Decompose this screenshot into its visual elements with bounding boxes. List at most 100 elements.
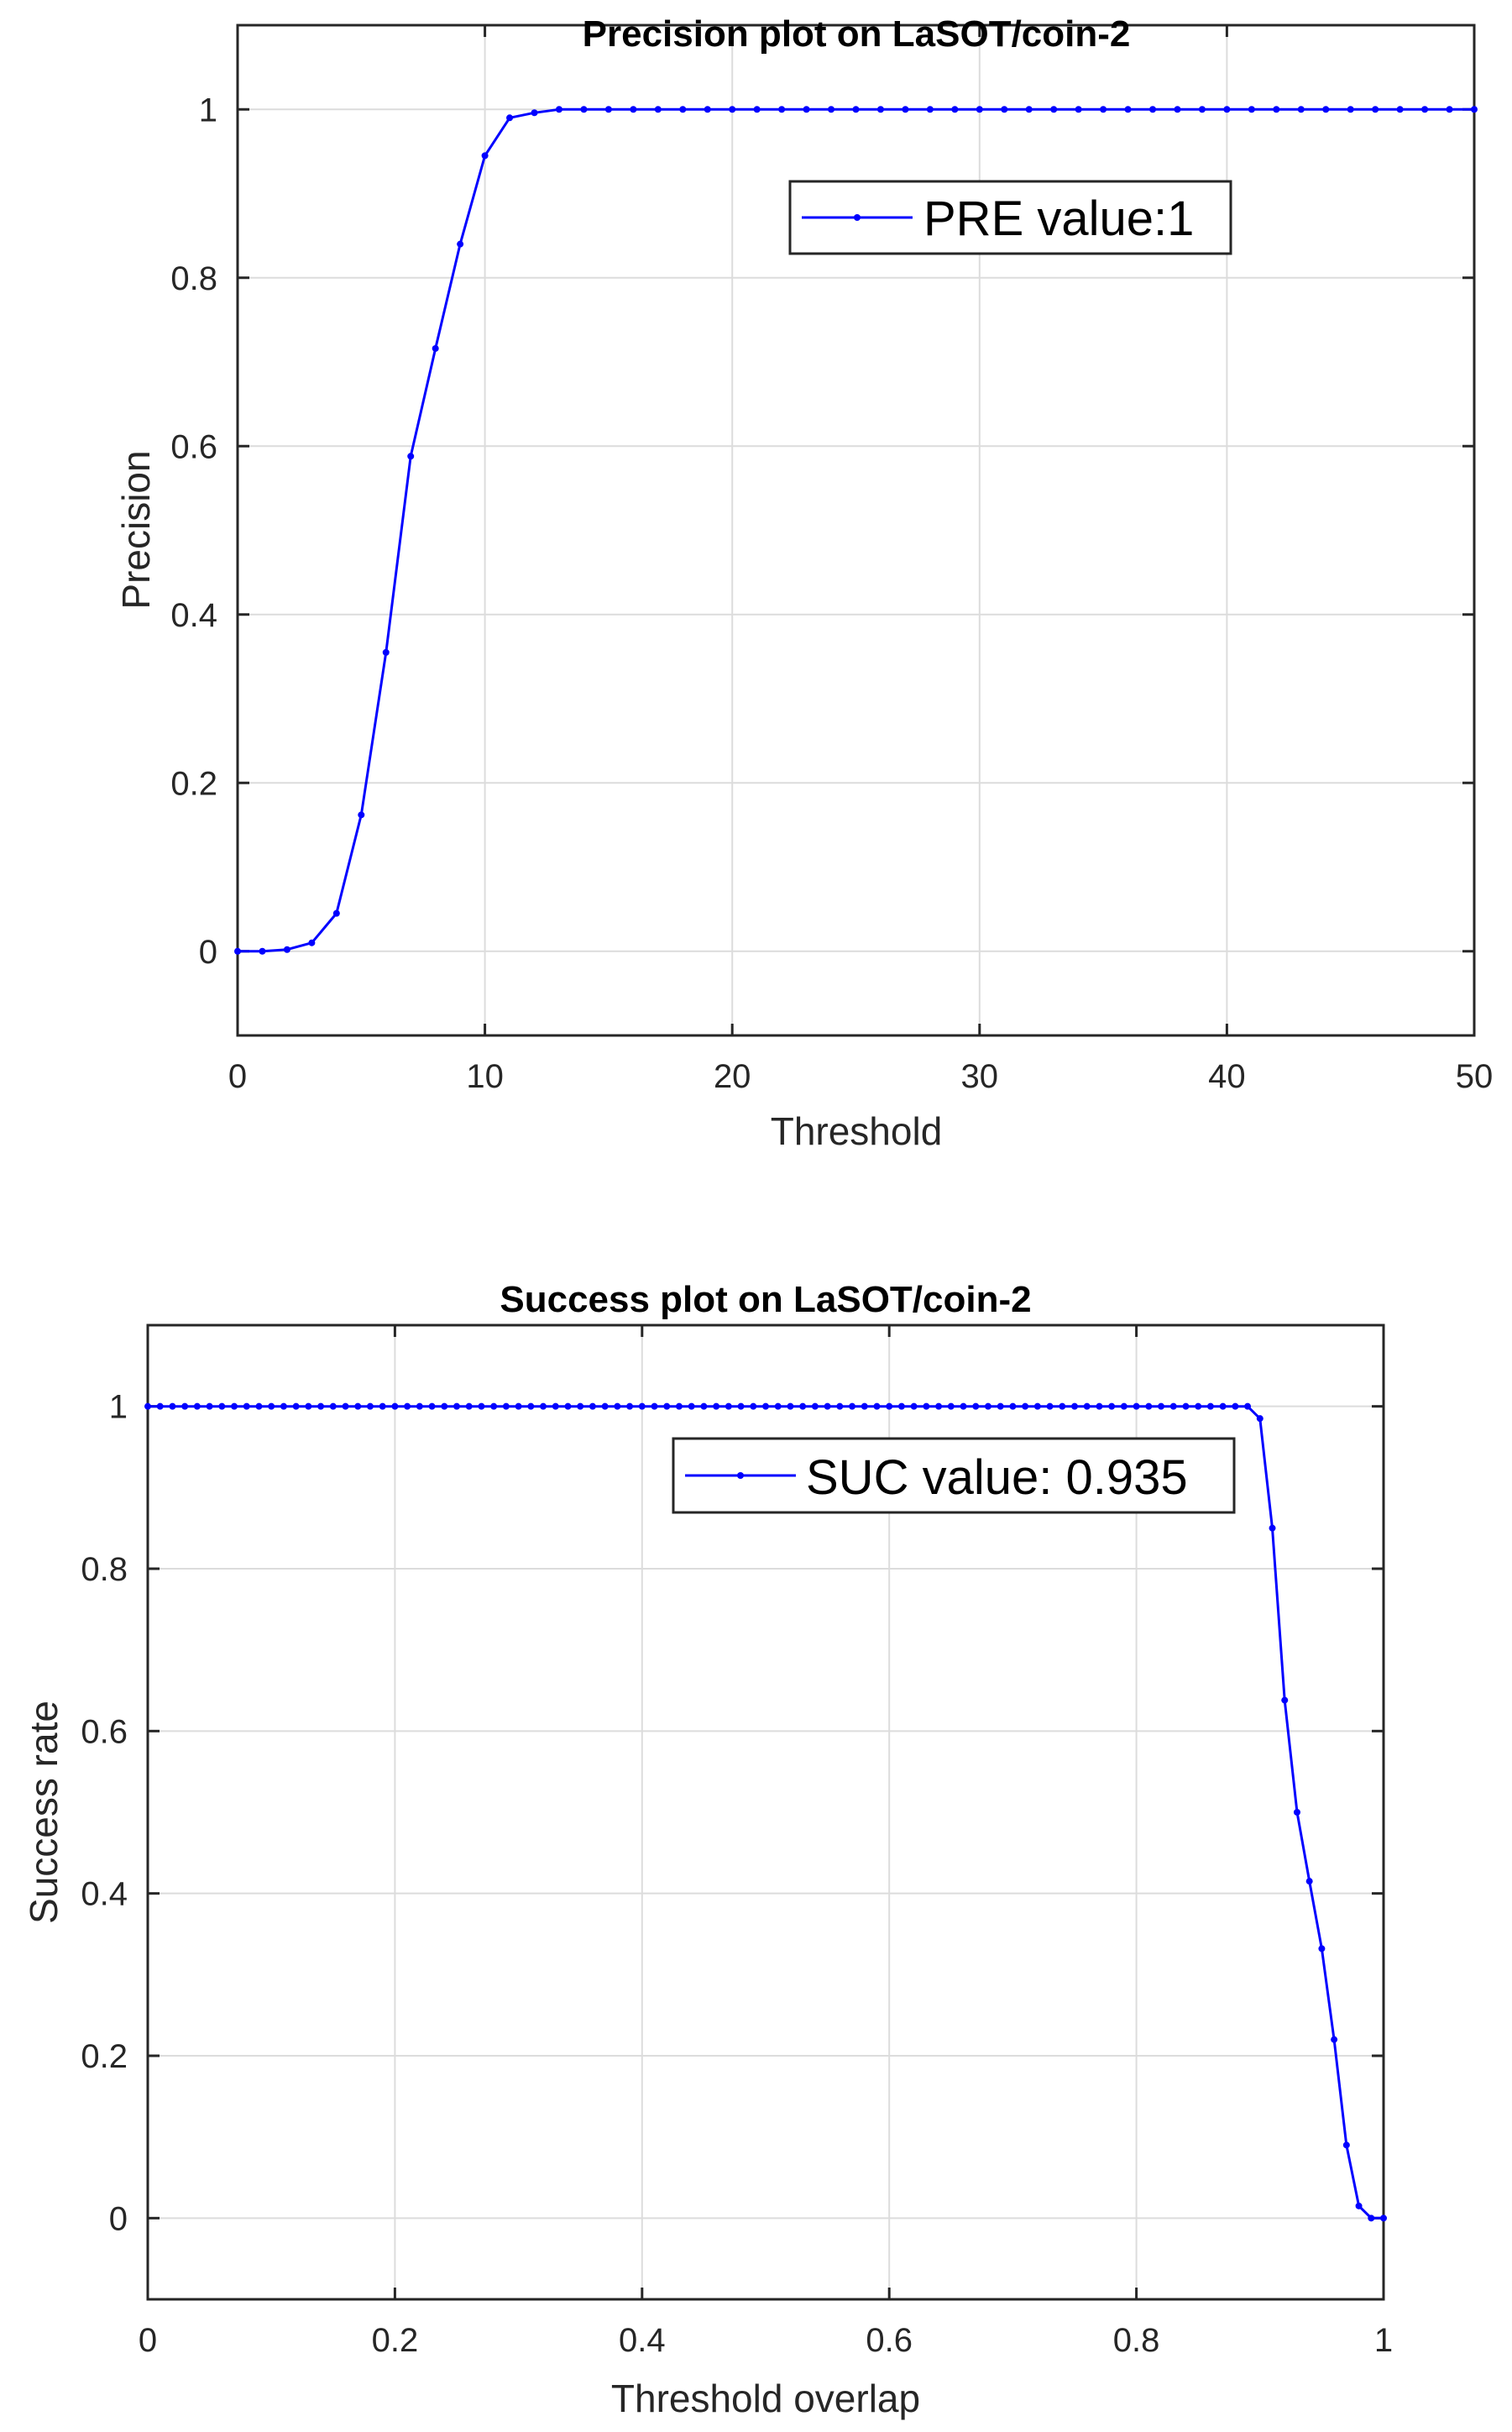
- success-data-point: [515, 1402, 522, 1410]
- precision-data-point: [308, 939, 316, 946]
- precision-data-point: [1421, 106, 1429, 113]
- precision-data-point: [1001, 106, 1008, 113]
- success-data-point: [1232, 1402, 1239, 1410]
- success-data-point: [1120, 1402, 1127, 1410]
- precision-data-point: [1075, 106, 1082, 113]
- success-data-point: [663, 1402, 671, 1410]
- precision-axes-frame: [236, 24, 1476, 1037]
- success-legend-label: SUC value: 0.935: [806, 1450, 1188, 1505]
- success-x-tick-label: 1: [1374, 2322, 1393, 2359]
- success-data-point: [218, 1402, 226, 1410]
- success-y-tick-label: 0: [109, 2200, 128, 2237]
- success-data-point: [329, 1402, 337, 1410]
- success-data-point: [873, 1402, 881, 1410]
- success-data-point: [713, 1402, 720, 1410]
- success-data-point: [960, 1402, 967, 1410]
- success-data-point: [305, 1402, 312, 1410]
- success-y-tick-label: 0.4: [81, 1876, 128, 1913]
- success-data-point: [564, 1402, 572, 1410]
- precision-x-tick-label: 10: [466, 1058, 504, 1095]
- success-y-tick-label: 1: [109, 1389, 128, 1426]
- precision-data-point: [506, 114, 514, 122]
- success-data-point: [379, 1402, 386, 1410]
- success-data-point: [156, 1402, 164, 1410]
- success-data-point: [1158, 1402, 1165, 1410]
- precision-data-point: [457, 240, 464, 248]
- precision-y-tick-label: 1: [199, 92, 217, 128]
- precision-data-point: [852, 106, 860, 113]
- success-data-point: [317, 1402, 325, 1410]
- success-data-point: [1022, 1402, 1029, 1410]
- success-data-point: [1046, 1402, 1054, 1410]
- precision-data-point: [1322, 106, 1330, 113]
- success-data-point: [997, 1402, 1004, 1410]
- success-x-tick-label: 0.4: [619, 2322, 666, 2359]
- success-data-point: [1355, 2202, 1363, 2209]
- success-data-point: [688, 1402, 695, 1410]
- success-data-point: [923, 1402, 930, 1410]
- precision-data-point: [283, 946, 290, 953]
- success-data-point: [638, 1402, 646, 1410]
- success-data-point: [1293, 1809, 1300, 1816]
- success-data-point: [1281, 1696, 1289, 1704]
- success-data-point: [1096, 1402, 1103, 1410]
- success-y-axis-label: Success rate: [22, 1701, 65, 1924]
- precision-data-point: [1273, 106, 1280, 113]
- success-data-point: [897, 1402, 905, 1410]
- success-data-point: [1305, 1878, 1313, 1885]
- precision-legend-marker: [854, 214, 861, 221]
- precision-data-point: [704, 106, 711, 113]
- precision-data-point: [580, 106, 588, 113]
- success-data-point: [231, 1402, 238, 1410]
- success-data-point: [206, 1402, 213, 1410]
- success-data-point: [292, 1402, 300, 1410]
- success-data-point: [675, 1402, 683, 1410]
- precision-data-point: [679, 106, 687, 113]
- success-data-point: [1380, 2214, 1387, 2222]
- success-data-point: [589, 1402, 596, 1410]
- success-data-point: [1169, 1402, 1177, 1410]
- precision-data-point: [234, 947, 241, 955]
- success-data-point: [453, 1402, 460, 1410]
- precision-data-point: [1471, 106, 1478, 113]
- success-data-point: [502, 1402, 510, 1410]
- success-data-point: [1033, 1402, 1041, 1410]
- success-data-point: [1342, 2141, 1350, 2149]
- precision-data-point: [1100, 106, 1107, 113]
- precision-x-tick-label: 0: [228, 1058, 247, 1095]
- success-data-point: [1269, 1524, 1276, 1532]
- precision-data-point: [1124, 106, 1132, 113]
- success-data-point: [886, 1402, 893, 1410]
- success-legend: SUC value: 0.935: [672, 1437, 1236, 1514]
- precision-x-tick-label: 50: [1456, 1058, 1494, 1095]
- precision-data-point: [1174, 106, 1181, 113]
- precision-data-point: [531, 109, 538, 117]
- success-data-point: [1206, 1402, 1214, 1410]
- success-data-point: [490, 1402, 498, 1410]
- precision-data-point: [1248, 106, 1255, 113]
- success-data-point: [626, 1402, 634, 1410]
- success-data-point: [935, 1402, 943, 1410]
- success-data-point: [1368, 2214, 1375, 2222]
- precision-ticks: 0 10 20 30 40 50 0 0.2 0.4 0.6 0.8 1: [170, 25, 1493, 1095]
- success-data-point: [700, 1402, 708, 1410]
- success-data-point: [1071, 1402, 1078, 1410]
- precision-data-point: [259, 947, 266, 955]
- success-data-point: [1244, 1402, 1252, 1410]
- success-data-point: [255, 1402, 263, 1410]
- success-data-point: [1318, 1945, 1326, 1952]
- precision-data-point: [1050, 106, 1058, 113]
- precision-data-point: [1297, 106, 1305, 113]
- precision-x-axis-label: Threshold: [771, 1109, 943, 1153]
- success-x-tick-label: 0.8: [1113, 2322, 1160, 2359]
- precision-data-point: [753, 106, 761, 113]
- success-data-point: [651, 1402, 658, 1410]
- precision-data-point: [555, 106, 562, 113]
- success-data-point: [577, 1402, 584, 1410]
- precision-plot: 0 10 20 30 40 50 0 0.2 0.4 0.6 0.8 1 Precision plot…: [114, 13, 1493, 1153]
- precision-data-point: [1223, 106, 1231, 113]
- precision-y-tick-label: 0.6: [170, 428, 217, 465]
- success-axes-frame: [146, 1323, 1385, 2301]
- precision-data-point: [1025, 106, 1033, 113]
- success-data-point: [540, 1402, 547, 1410]
